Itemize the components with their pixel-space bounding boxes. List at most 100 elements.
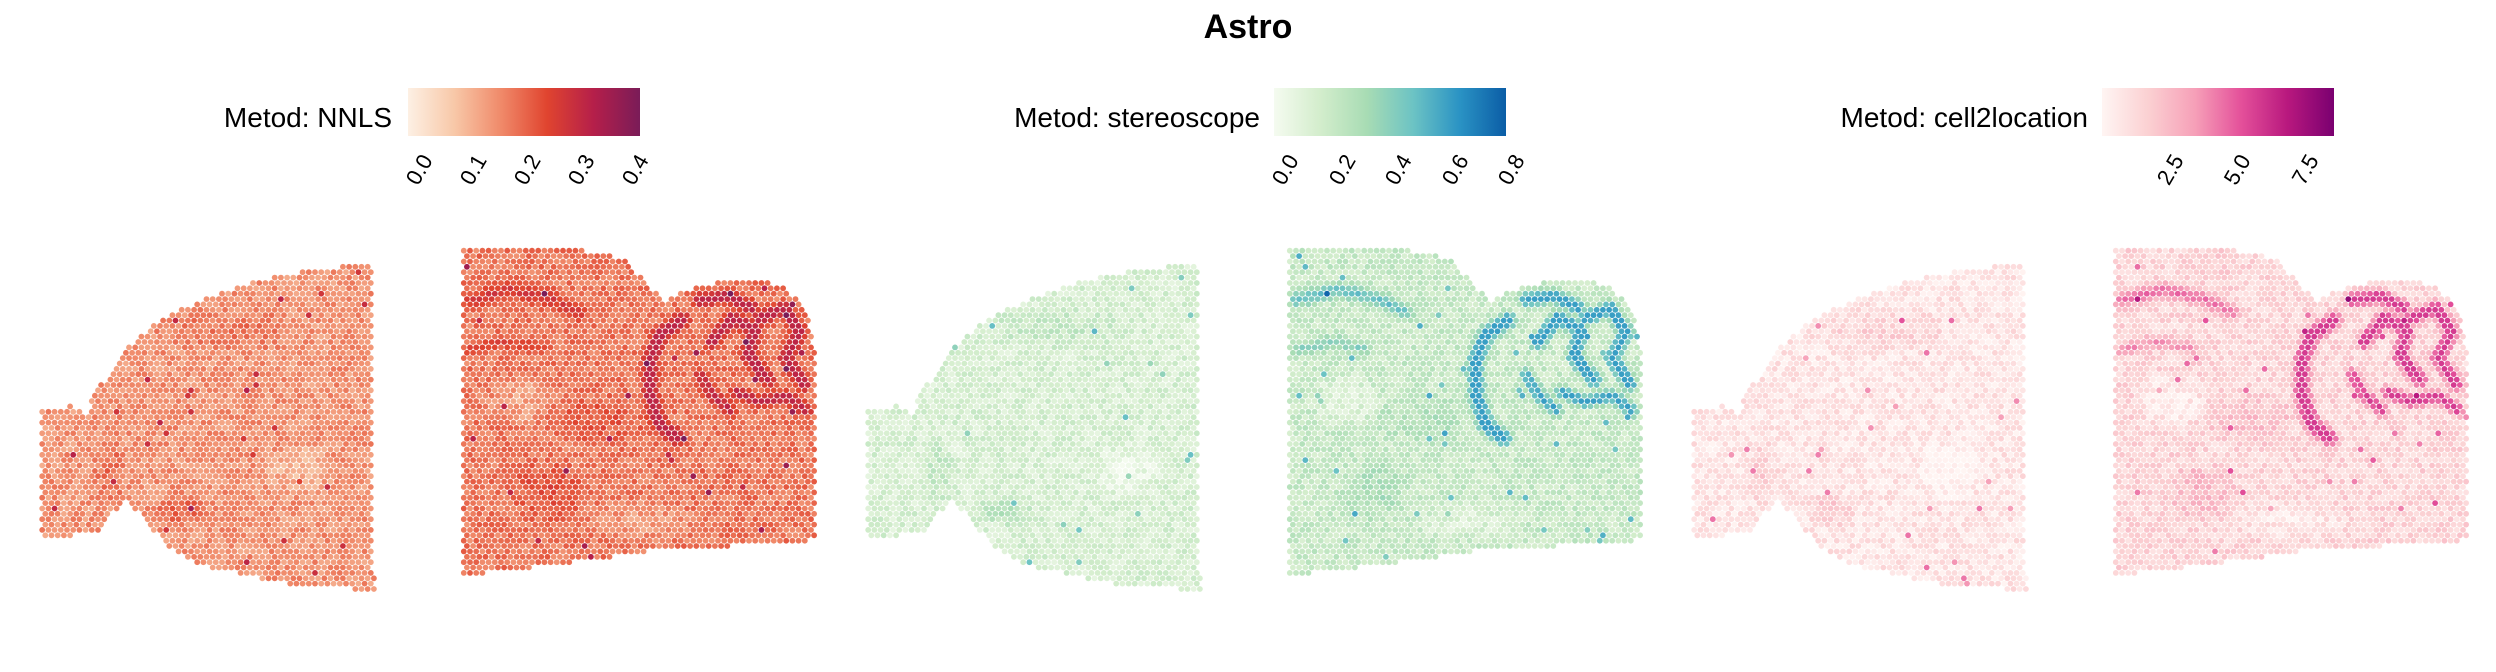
- spot: [612, 339, 619, 345]
- spot: [501, 360, 507, 367]
- spot: [256, 430, 263, 437]
- spot: [504, 484, 511, 490]
- spot: [274, 462, 281, 469]
- spot: [501, 349, 507, 356]
- spot: [684, 355, 690, 361]
- spot: [761, 446, 768, 453]
- spot: [786, 500, 793, 506]
- spot: [278, 478, 284, 485]
- spot: [476, 500, 483, 506]
- spot: [705, 360, 712, 367]
- spot: [157, 387, 163, 394]
- spot: [160, 457, 167, 463]
- spot: [668, 339, 675, 345]
- spot: [811, 349, 817, 356]
- spot: [110, 435, 117, 442]
- spot: [532, 328, 538, 335]
- spot: [470, 349, 476, 356]
- spot: [774, 349, 780, 356]
- spot: [181, 366, 188, 372]
- spot: [163, 387, 170, 394]
- spot: [98, 403, 104, 410]
- spot: [730, 392, 737, 399]
- spot: [271, 328, 278, 335]
- spot: [302, 478, 309, 485]
- spot: [640, 387, 647, 394]
- spot: [172, 532, 179, 539]
- spot: [358, 371, 365, 378]
- spot: [367, 301, 374, 308]
- spot: [743, 414, 749, 421]
- spot: [693, 468, 700, 474]
- spot: [231, 451, 238, 458]
- spot: [467, 366, 473, 372]
- spot: [532, 457, 538, 463]
- spot: [336, 376, 343, 383]
- spot: [212, 516, 219, 523]
- spot: [476, 253, 483, 259]
- spot: [646, 323, 653, 329]
- spot: [758, 398, 765, 404]
- spot: [532, 500, 538, 506]
- spot: [98, 478, 104, 485]
- spot: [727, 484, 734, 490]
- spot: [646, 387, 653, 394]
- spot: [312, 355, 318, 361]
- spot: [529, 430, 535, 437]
- spot: [262, 280, 269, 286]
- spot: [578, 527, 585, 533]
- spot: [178, 306, 185, 313]
- spot: [801, 398, 808, 404]
- spot: [166, 521, 173, 528]
- spot: [160, 500, 167, 506]
- spot: [519, 296, 526, 302]
- spot: [491, 419, 498, 426]
- spot: [758, 376, 765, 383]
- spot: [761, 296, 768, 302]
- spot: [54, 478, 61, 485]
- spot: [501, 468, 507, 474]
- spot: [470, 414, 476, 421]
- spot: [498, 280, 504, 286]
- spot: [138, 355, 145, 361]
- spot: [479, 344, 486, 351]
- spot: [327, 435, 334, 442]
- spot: [225, 516, 232, 523]
- spot: [522, 527, 529, 533]
- spot: [256, 505, 263, 512]
- spot: [739, 451, 746, 458]
- spot: [721, 484, 728, 490]
- spot: [715, 473, 721, 480]
- spot: [767, 382, 774, 388]
- spot: [780, 446, 786, 453]
- spot: [281, 494, 287, 501]
- spot: [154, 414, 160, 421]
- spot: [240, 532, 247, 539]
- spot: [727, 290, 734, 297]
- spot: [110, 371, 117, 378]
- spot: [619, 403, 625, 410]
- spot: [302, 521, 309, 528]
- spot: [526, 296, 532, 302]
- spot: [805, 328, 811, 335]
- spot: [185, 510, 191, 517]
- spot: [268, 494, 275, 501]
- spot: [628, 301, 635, 308]
- spot: [203, 403, 210, 410]
- spot: [591, 290, 597, 297]
- spot: [656, 435, 662, 442]
- spot: [299, 355, 306, 361]
- spot: [206, 333, 213, 340]
- spot: [181, 398, 188, 404]
- spot: [467, 451, 473, 458]
- spot: [104, 446, 111, 453]
- spot: [606, 253, 613, 259]
- spot: [284, 414, 290, 421]
- spot: [795, 462, 802, 469]
- spot: [671, 419, 678, 426]
- spot: [144, 462, 151, 469]
- spot: [240, 435, 247, 442]
- spot: [575, 392, 582, 399]
- spot: [473, 419, 480, 426]
- spot: [634, 355, 641, 361]
